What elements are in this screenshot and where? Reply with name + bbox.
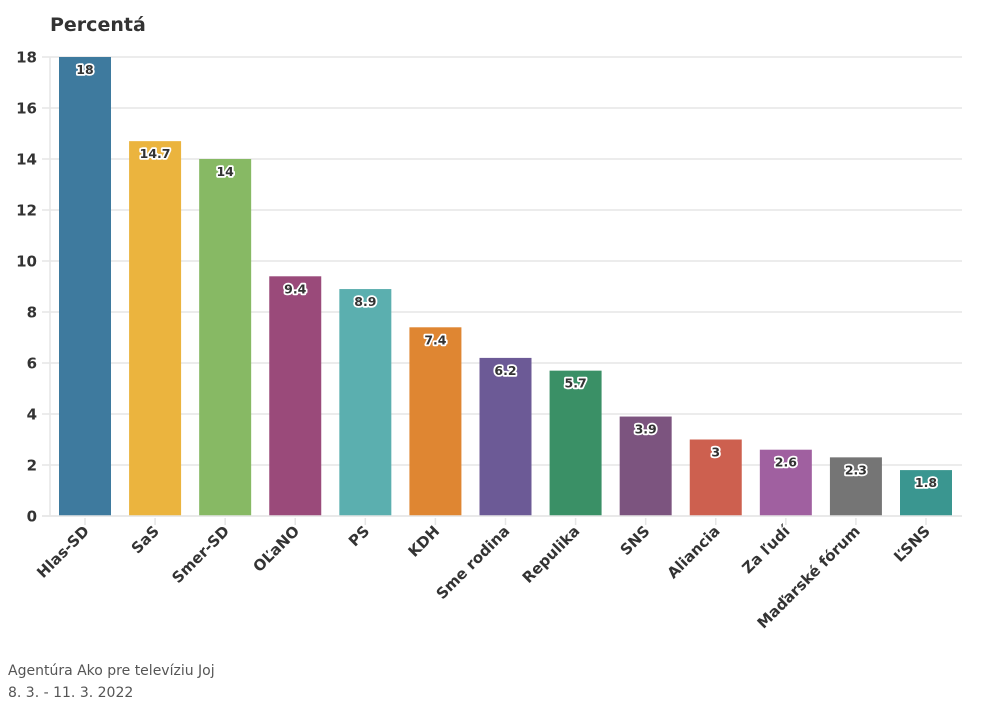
bar-smer-sd[interactable] <box>199 159 252 516</box>
x-tick-label: Sme rodina <box>433 522 514 603</box>
bar-sns[interactable] <box>619 416 672 516</box>
bar-ps[interactable] <box>339 289 392 516</box>
data-label: 14 <box>216 164 234 179</box>
bar-repulika[interactable] <box>549 370 602 516</box>
bars <box>59 57 952 516</box>
bar-kdh[interactable] <box>409 327 462 516</box>
y-tick-label: 14 <box>16 151 37 169</box>
y-tick-label: 18 <box>16 49 37 67</box>
y-tick-label: 12 <box>16 202 37 220</box>
x-tick-label: ĽSNS <box>890 522 934 566</box>
y-axis-title: Percentá <box>50 14 146 36</box>
data-label: 6.2 <box>494 363 516 378</box>
bar-o-ano[interactable] <box>269 276 322 516</box>
bar-ma-arsk-f-rum[interactable] <box>829 457 882 516</box>
y-tick-label: 8 <box>27 304 37 322</box>
y-tick-label: 0 <box>27 508 37 526</box>
x-tick-label: Smer-SD <box>168 522 233 587</box>
data-label: 9.4 <box>284 281 306 296</box>
bar--sns[interactable] <box>900 470 952 516</box>
x-tick-label: Aliancia <box>664 522 724 582</box>
x-tick-label: Hlas-SD <box>33 522 93 582</box>
footer-date-range: 8. 3. - 11. 3. 2022 <box>8 685 134 701</box>
x-tick-label: Za ľudí <box>739 522 795 578</box>
y-axis: 0 2 4 6 8 10 12 14 16 18 <box>16 49 51 526</box>
data-labels: 18 14.7 14 9.4 8.9 7.4 6.2 5.7 3.9 3 2.6 2.3 1.8 <box>75 60 939 492</box>
data-label: 18 <box>76 62 93 77</box>
bar-za-ud-[interactable] <box>759 449 812 516</box>
x-tick-label: SNS <box>617 522 654 559</box>
data-label: 5.7 <box>565 376 587 391</box>
data-label: 2.6 <box>775 455 797 470</box>
bar-sme-rodina[interactable] <box>479 357 532 516</box>
bar-hlas-sd[interactable] <box>59 57 111 516</box>
x-tick-label: KDH <box>405 522 444 561</box>
x-tick-label: Repulika <box>519 522 584 587</box>
y-tick-label: 6 <box>27 355 37 373</box>
data-label: 14.7 <box>140 146 171 161</box>
data-label: 3.9 <box>635 422 657 437</box>
data-label: 2.3 <box>845 462 867 477</box>
bar-aliancia[interactable] <box>689 439 742 517</box>
data-label: 7.4 <box>424 332 446 347</box>
data-label: 1.8 <box>915 475 937 490</box>
data-label: 8.9 <box>354 294 376 309</box>
data-label: 3 <box>711 445 720 460</box>
x-tick-label: SaS <box>128 522 163 557</box>
x-tick-label: OĽaNO <box>250 522 304 576</box>
y-tick-label: 16 <box>16 100 37 118</box>
bar-sas[interactable] <box>129 141 182 516</box>
y-tick-label: 10 <box>16 253 37 271</box>
x-tick-label: PS <box>345 522 373 550</box>
y-tick-label: 4 <box>27 406 37 424</box>
footer-source: Agentúra Ako pre televíziu Joj <box>8 663 215 679</box>
y-tick-label: 2 <box>27 457 37 475</box>
